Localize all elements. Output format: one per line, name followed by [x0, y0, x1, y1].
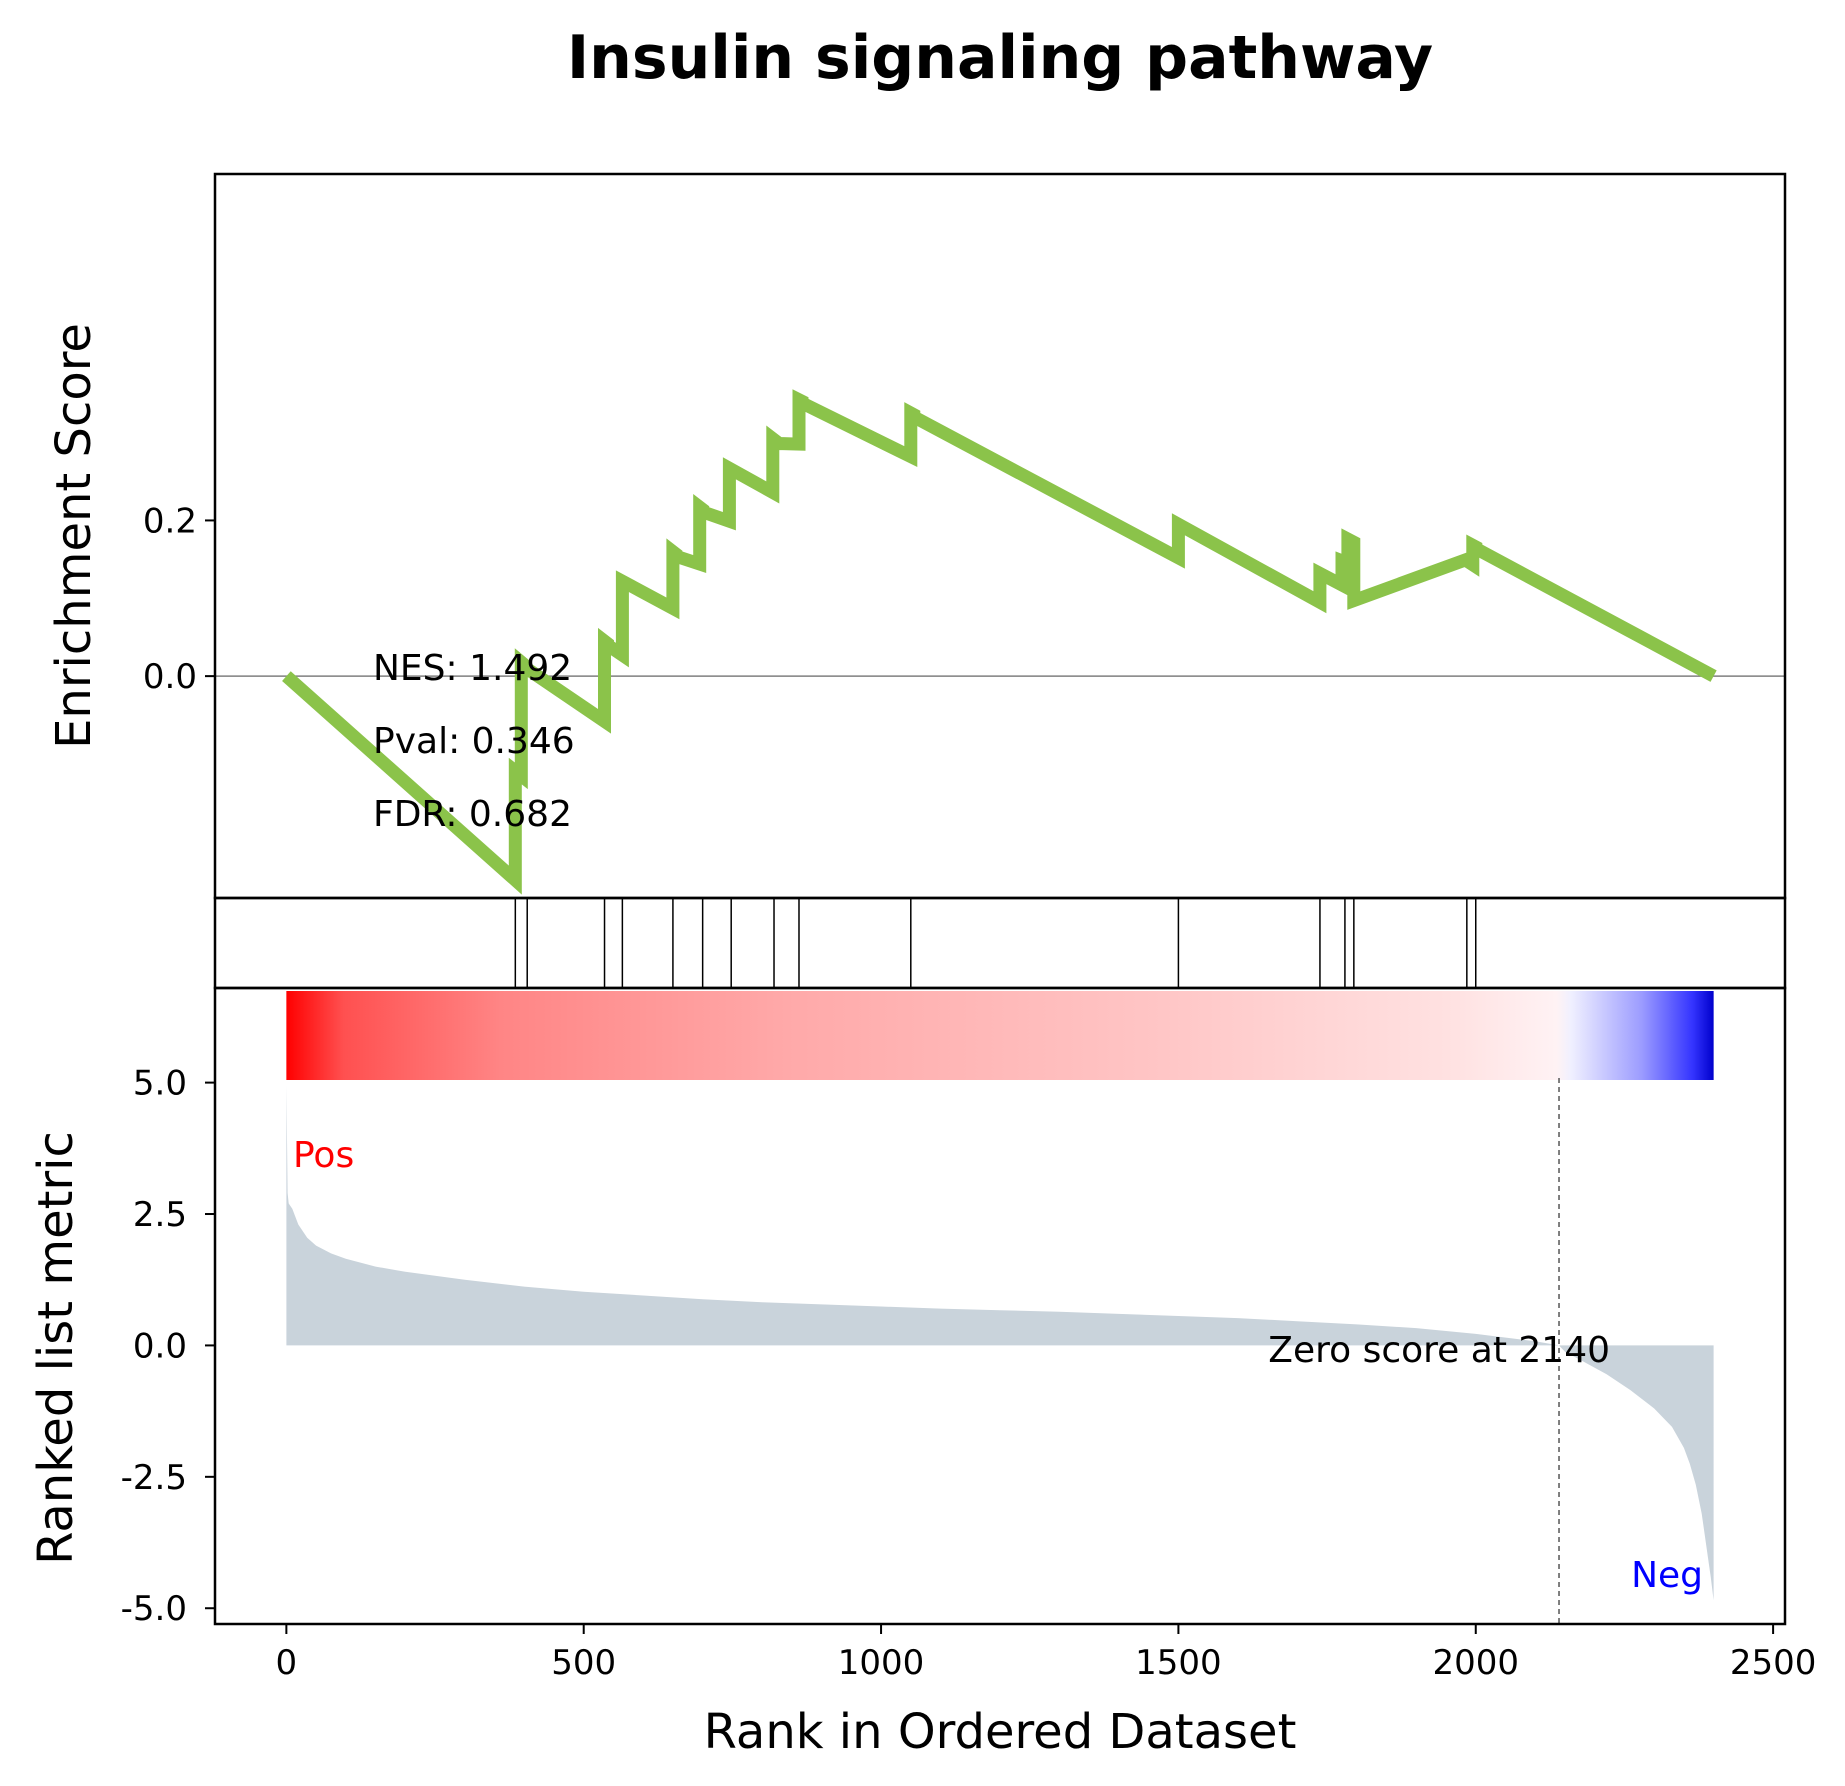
enrichment-score-line — [282, 389, 1717, 895]
x-tick-label: 1500 — [1135, 1643, 1222, 1683]
x-tick-label: 1000 — [838, 1643, 925, 1683]
nes-annotation: NES: 1.492 — [373, 648, 572, 689]
es-y-tick-label: 0.0 — [143, 657, 197, 697]
barcode-frame — [213, 896, 1787, 990]
rank-y-axis-label: Ranked list metric — [28, 1131, 84, 1565]
chart-title: Insulin signaling pathway — [567, 23, 1433, 93]
x-tick-label: 0 — [276, 1643, 298, 1683]
x-ticks: 0 500 1000 1500 2000 2500 — [276, 1624, 1817, 1683]
es-curve-layer — [282, 389, 1717, 895]
hit-barcode-panel — [213, 896, 1787, 990]
rank-y-tick-label: 5.0 — [133, 1064, 187, 1104]
rank-y-tick-label: -2.5 — [121, 1458, 187, 1498]
ranked-metric-area — [286, 1085, 1714, 1601]
es-y-ticks: 0.2 0.0 — [143, 501, 215, 697]
rank-y-ticks: 5.0 2.5 0.0 -2.5 -5.0 — [121, 1064, 215, 1629]
rank-y-tick-label: -5.0 — [121, 1589, 187, 1629]
pval-annotation: Pval: 0.346 — [373, 721, 575, 762]
es-y-tick-label: 0.2 — [143, 501, 197, 541]
x-axis-label: Rank in Ordered Dataset — [704, 1704, 1297, 1760]
zero-score-label: Zero score at 2140 — [1268, 1330, 1610, 1371]
es-y-axis-label: Enrichment Score — [46, 323, 102, 749]
rank-frame — [213, 986, 1787, 1626]
rank-y-tick-label: 0.0 — [133, 1326, 187, 1366]
hit-lines — [514, 898, 1477, 988]
pos-label: Pos — [293, 1135, 354, 1176]
fdr-annotation: FDR: 0.682 — [373, 794, 572, 835]
es-panel: 0.2 0.0 NES: 1.492 Pval: 0.346 FDR: 0.682… — [46, 172, 1787, 900]
rank-metric-panel: Zero score at 2140 Pos Neg 5.0 2.5 0.0 -2.5… — [28, 986, 1817, 1760]
x-tick-label: 2000 — [1432, 1643, 1519, 1683]
rank-heatmap-bar — [286, 991, 1714, 1080]
es-frame — [213, 172, 1787, 900]
x-tick-label: 500 — [551, 1643, 616, 1683]
x-tick-label: 2500 — [1730, 1643, 1817, 1683]
rank-y-tick-label: 2.5 — [133, 1195, 187, 1235]
neg-label: Neg — [1631, 1555, 1703, 1596]
